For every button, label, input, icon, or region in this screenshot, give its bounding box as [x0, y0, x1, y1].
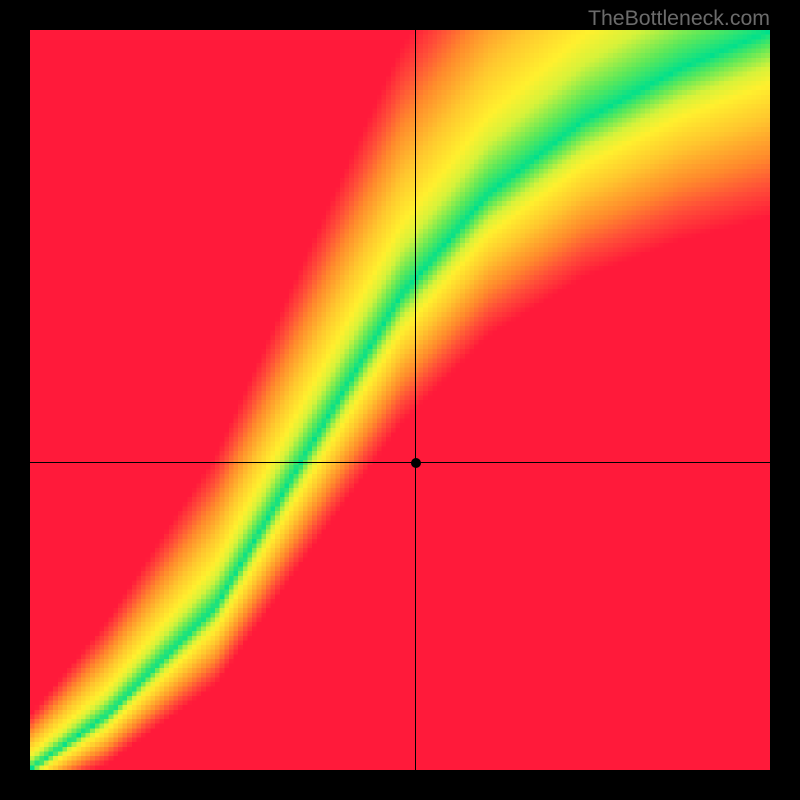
plot-frame [30, 30, 770, 770]
chart-container: TheBottleneck.com [0, 0, 800, 800]
crosshair-dot [411, 458, 421, 468]
crosshair-horizontal [30, 462, 770, 463]
heatmap-canvas [30, 30, 770, 770]
watermark-text: TheBottleneck.com [588, 6, 770, 31]
crosshair-vertical [415, 30, 416, 770]
plot-area [30, 30, 770, 770]
